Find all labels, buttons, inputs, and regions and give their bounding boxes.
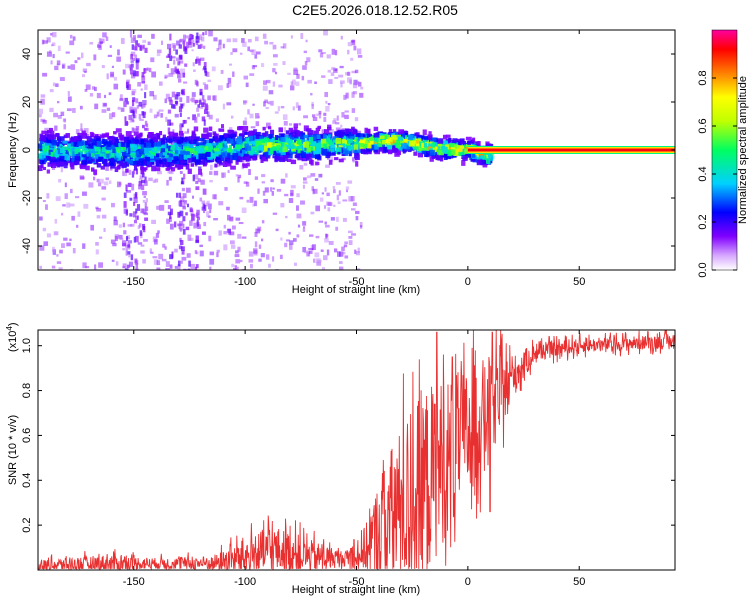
snr-x-ticks: -150 -100 -50 0 50 [123, 330, 585, 588]
colorbar-tick-label: 0.2 [697, 214, 709, 229]
heatmap-x-tick-label: -50 [349, 276, 365, 288]
snr-multiplier: (x104) [5, 322, 19, 352]
heatmap-x-tick-label: -100 [234, 276, 256, 288]
colorbar-ticks: 0.0 0.2 0.4 0.6 0.8 [697, 70, 737, 278]
heatmap-y-tick-label: 20 [21, 96, 33, 108]
colorbar-tick-label: 0.4 [697, 166, 709, 181]
snr-y-tick-label: 0.4 [21, 473, 33, 488]
snr-y-label: SNR (10 * v/v) [7, 415, 19, 485]
snr-series-line [38, 330, 675, 570]
colorbar [711, 29, 738, 271]
colorbar-label: Normalized spectral amplitude [737, 76, 749, 224]
heatmap-x-ticks: -150 -100 -50 0 50 [123, 30, 585, 288]
snr-frame [37, 329, 676, 571]
snr-x-tick-label: -150 [123, 576, 145, 588]
colorbar-tick-label: 0.6 [697, 118, 709, 133]
heatmap-y-ticks: -40 -20 0 20 40 [21, 48, 675, 254]
heatmap-x-tick-label: -150 [123, 276, 145, 288]
snr-y-tick-label: 0.8 [21, 383, 33, 398]
snr-x-tick-label: -50 [349, 576, 365, 588]
spectrogram-heatmap [38, 30, 675, 270]
heatmap-y-tick-label: 0 [21, 147, 33, 153]
snr-x-tick-label: 0 [465, 576, 471, 588]
snr-y-tick-label: 1.0 [21, 338, 33, 353]
colorbar-tick-label: 0.0 [697, 262, 709, 277]
snr-x-tick-label: 50 [573, 576, 585, 588]
heatmap-y-tick-label: -40 [21, 238, 33, 254]
snr-x-tick-label: -100 [234, 576, 256, 588]
chart-title: C2E5.2026.018.12.52.R05 [292, 2, 458, 18]
heatmap-y-label: Frequency (Hz) [7, 112, 19, 188]
heatmap-x-label: Height of straight line (km) [292, 284, 420, 296]
colorbar-tick-label: 0.8 [697, 70, 709, 85]
heatmap-y-tick-label: 40 [21, 48, 33, 60]
heatmap-y-tick-label: -20 [21, 190, 33, 206]
snr-y-tick-label: 0.2 [21, 517, 33, 532]
snr-y-ticks: 0.2 0.4 0.6 0.8 1.0 [21, 338, 675, 533]
heatmap-x-tick-label: 50 [573, 276, 585, 288]
snr-x-label: Height of straight line (km) [292, 584, 420, 596]
snr-y-tick-label: 0.6 [21, 428, 33, 443]
heatmap-x-tick-label: 0 [465, 276, 471, 288]
